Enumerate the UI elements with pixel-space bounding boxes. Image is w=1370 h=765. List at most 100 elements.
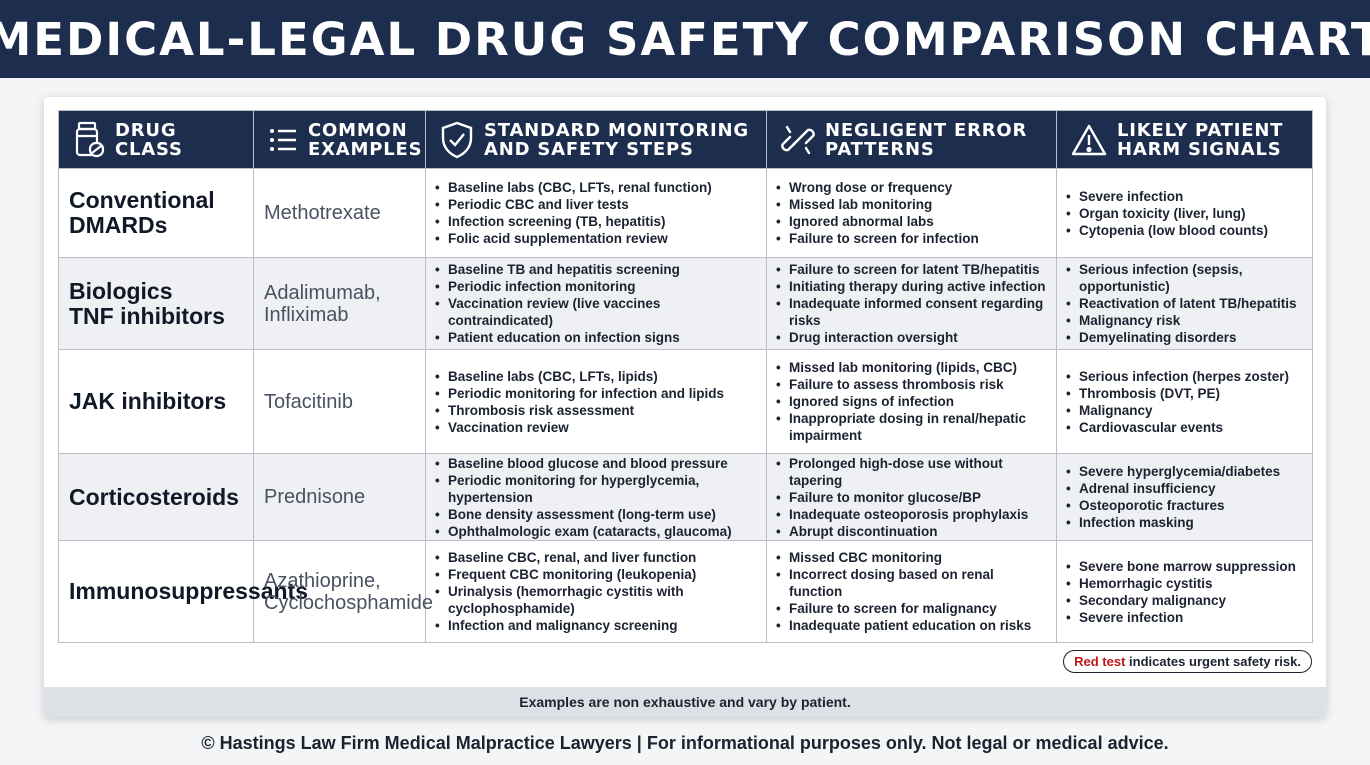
example-text: Azathioprine, — [264, 569, 381, 592]
bullet-item: Inadequate patient education on risks — [776, 617, 1048, 634]
bullet-item: Secondary malignancy — [1066, 592, 1304, 609]
bullet-item: Initiating therapy during active infecti… — [776, 278, 1048, 295]
bullet-item: Reactivation of latent TB/hepatitis — [1066, 295, 1304, 312]
bullet-item: Failure to screen for latent TB/hepatiti… — [776, 261, 1048, 278]
bullet-item: Serious infection (herpes zoster) — [1066, 368, 1304, 385]
bullet-item: Missed CBC monitoring — [776, 549, 1048, 566]
drug-class-text: Conventional — [69, 187, 215, 213]
copyright-line: © Hastings Law Firm Medical Malpractice … — [201, 733, 1169, 753]
bullet-item: Drug interaction oversight — [776, 329, 1048, 346]
table-row: Biologics TNF inhibitors Adalimumab, Inflix… — [58, 257, 1313, 350]
drug-class-cell: JAK inhibitors — [58, 349, 254, 454]
bullet-item: Ophthalmologic exam (cataracts, glaucoma… — [435, 523, 758, 540]
header-drug-class: DRUG CLASS — [58, 110, 254, 169]
pill-bottle-icon — [75, 121, 105, 157]
bullet-item: Severe infection — [1066, 188, 1304, 205]
header-label-line2: PATTERNS — [825, 138, 935, 160]
harms-cell: Serious infection (sepsis, opportunistic… — [1056, 257, 1313, 350]
bullet-list: Baseline CBC, renal, and liver functionF… — [426, 549, 766, 634]
header-label-line1: STANDARD MONITORING — [484, 119, 749, 141]
bullet-item: Thrombosis (DVT, PE) — [1066, 385, 1304, 402]
table-row: Corticosteroids Prednisone Baseline blood … — [58, 453, 1313, 541]
bullet-item: Inadequate osteoporosis prophylaxis — [776, 506, 1048, 523]
bullet-item: Organ toxicity (liver, lung) — [1066, 205, 1304, 222]
bullet-item: Baseline CBC, renal, and liver function — [435, 549, 758, 566]
bullet-item: Demyelinating disorders — [1066, 329, 1304, 346]
drug-class-text: JAK inhibitors — [69, 388, 227, 414]
bullet-item: Inadequate informed consent regarding ri… — [776, 295, 1048, 329]
bullet-list: Serious infection (sepsis, opportunistic… — [1057, 261, 1312, 346]
drug-class-cell: Conventional DMARDs — [58, 168, 254, 258]
bullet-list: Failure to screen for latent TB/hepatiti… — [767, 261, 1056, 346]
table-row: Immunosuppressants Azathioprine, Cyclochos… — [58, 540, 1313, 643]
bullet-list: Severe infectionOrgan toxicity (liver, l… — [1057, 188, 1312, 239]
example-text: Prednisone — [264, 486, 366, 508]
footer-note: Examples are non exhaustive and vary by … — [44, 687, 1326, 717]
bullet-list: Wrong dose or frequencyMissed lab monito… — [767, 179, 1056, 247]
examples-cell: Prednisone — [253, 453, 426, 541]
bullet-item: Serious infection (sepsis, opportunistic… — [1066, 261, 1304, 295]
title-bar: MEDICAL-LEGAL DRUG SAFETY COMPARISON CHA… — [0, 0, 1370, 78]
header-negligent-error: NEGLIGENT ERROR PATTERNS — [766, 110, 1057, 169]
bullet-item: Malignancy — [1066, 402, 1304, 419]
example-text: Adalimumab, — [264, 281, 381, 304]
header-label-line2: AND SAFETY STEPS — [484, 138, 694, 160]
harms-cell: Severe bone marrow suppressionHemorrhagi… — [1056, 540, 1313, 643]
bullet-item: Missed lab monitoring — [776, 196, 1048, 213]
errors-cell: Failure to screen for latent TB/hepatiti… — [766, 257, 1057, 350]
bullet-list: Baseline labs (CBC, LFTs, lipids)Periodi… — [426, 368, 766, 436]
bullet-item: Frequent CBC monitoring (leukopenia) — [435, 566, 758, 583]
bullet-item: Abrupt discontinuation — [776, 523, 1048, 540]
bullet-item: Missed lab monitoring (lipids, CBC) — [776, 359, 1048, 376]
bullet-item: Osteoporotic fractures — [1066, 497, 1304, 514]
bullet-item: Cardiovascular events — [1066, 419, 1304, 436]
bullet-item: Urinalysis (hemorrhagic cystitis with cy… — [435, 583, 758, 617]
page-title: MEDICAL-LEGAL DRUG SAFETY COMPARISON CHA… — [0, 12, 1370, 66]
errors-cell: Wrong dose or frequencyMissed lab monito… — [766, 168, 1057, 258]
bullet-item: Infection masking — [1066, 514, 1304, 531]
bullet-item: Wrong dose or frequency — [776, 179, 1048, 196]
bullet-item: Ignored signs of infection — [776, 393, 1048, 410]
bullet-item: Severe infection — [1066, 609, 1304, 626]
errors-cell: Missed lab monitoring (lipids, CBC)Failu… — [766, 349, 1057, 454]
monitoring-cell: Baseline CBC, renal, and liver functionF… — [425, 540, 767, 643]
header-row: DRUG CLASS COMMON EXAMPLES — [58, 110, 1313, 169]
bullet-list: Severe hyperglycemia/diabetesAdrenal ins… — [1057, 463, 1312, 531]
bullet-item: Periodic infection monitoring — [435, 278, 758, 295]
bullet-item: Bone density assessment (long-term use) — [435, 506, 758, 523]
bullet-item: Folic acid supplementation review — [435, 230, 758, 247]
bullet-item: Prolonged high-dose use without tapering — [776, 455, 1048, 489]
bullet-item: Ignored abnormal labs — [776, 213, 1048, 230]
drug-class-text: Corticosteroids — [69, 483, 239, 510]
drug-class-text: TNF inhibitors — [69, 302, 225, 329]
legend-red-text: Red test — [1074, 654, 1126, 669]
comparison-table: DRUG CLASS COMMON EXAMPLES — [58, 110, 1313, 643]
bullet-item: Malignancy risk — [1066, 312, 1304, 329]
monitoring-cell: Baseline labs (CBC, LFTs, lipids)Periodi… — [425, 349, 767, 454]
bullet-list: Baseline labs (CBC, LFTs, renal function… — [426, 179, 766, 247]
header-label-line1: COMMON — [308, 119, 408, 141]
examples-cell: Azathioprine, Cyclochosphamide — [253, 540, 433, 643]
bullet-item: Severe bone marrow suppression — [1066, 558, 1304, 575]
bullet-item: Periodic monitoring for infection and li… — [435, 385, 758, 402]
examples-cell: Methotrexate — [253, 168, 426, 258]
monitoring-cell: Baseline TB and hepatitis screeningPerio… — [425, 257, 767, 350]
legend-note: Red test indicates urgent safety risk. — [1063, 650, 1312, 673]
header-label-line1: DRUG CLASS — [115, 119, 183, 160]
header-label-line2: EXAMPLES — [308, 138, 423, 160]
bullet-list: Missed lab monitoring (lipids, CBC)Failu… — [767, 359, 1056, 444]
shield-check-icon — [441, 121, 473, 158]
bullet-item: Severe hyperglycemia/diabetes — [1066, 463, 1304, 480]
examples-cell: Adalimumab, Infliximab — [253, 257, 426, 350]
header-label-line1: NEGLIGENT ERROR — [825, 119, 1028, 141]
bullet-list: Serious infection (herpes zoster)Thrombo… — [1057, 368, 1312, 436]
bullet-item: Infection screening (TB, hepatitis) — [435, 213, 758, 230]
bullet-list: Severe bone marrow suppressionHemorrhagi… — [1057, 558, 1312, 626]
list-icon — [270, 128, 296, 151]
example-text: Cyclochosphamide — [264, 591, 433, 614]
harms-cell: Severe hyperglycemia/diabetesAdrenal ins… — [1056, 453, 1313, 541]
header-likely-harm: LIKELY PATIENT HARM SIGNALS — [1056, 110, 1313, 169]
chart-card: DRUG CLASS COMMON EXAMPLES — [44, 97, 1326, 717]
bullet-list: Baseline blood glucose and blood pressur… — [426, 455, 766, 540]
